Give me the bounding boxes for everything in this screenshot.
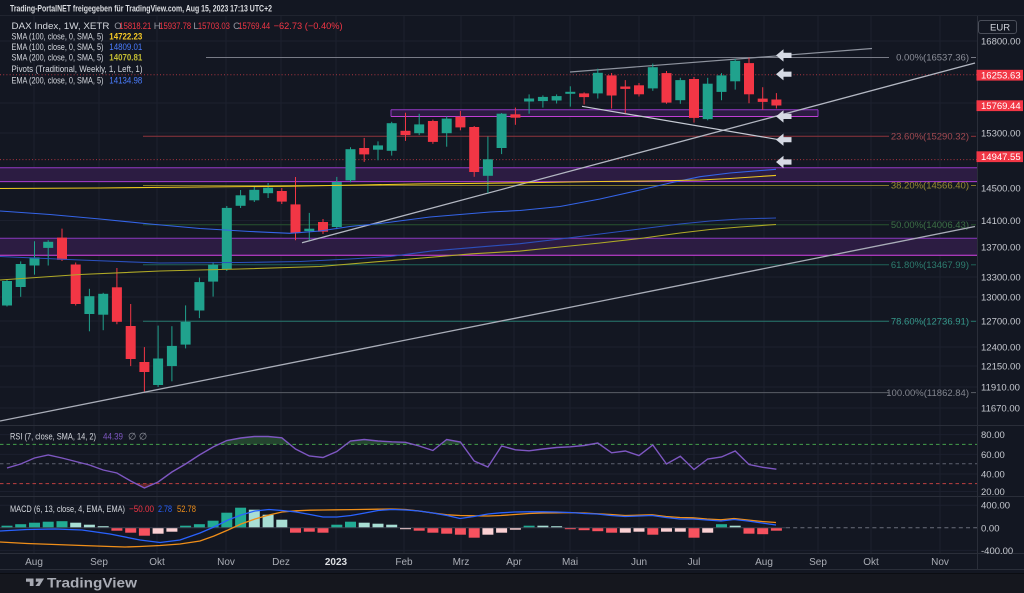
svg-text:Jun: Jun: [631, 557, 647, 568]
svg-text:50.00%(14006.43): 50.00%(14006.43): [891, 220, 969, 231]
svg-text:EMA (100, close, 0, SMA, 5)148: EMA (100, close, 0, SMA, 5) 14809.01: [12, 42, 143, 53]
svg-text:Trading-PortalNET freigegeben: Trading-PortalNET freigegeben für Tradin…: [10, 4, 272, 14]
svg-text:16800.00: 16800.00: [981, 37, 1021, 48]
svg-text:12400.00: 12400.00: [981, 343, 1021, 354]
svg-text:Aug: Aug: [755, 557, 773, 568]
svg-text:100.00%(11862.84): 100.00%(11862.84): [886, 388, 969, 399]
svg-text:13000.00: 13000.00: [981, 293, 1021, 304]
svg-text:0.00%(16537.36): 0.00%(16537.36): [896, 53, 969, 64]
svg-text:Nov: Nov: [931, 557, 949, 568]
svg-text:MACD (6, 13, close, 4, EMA, EM: MACD (6, 13, close, 4, EMA, EMA) −50.00 2.…: [10, 504, 196, 515]
svg-text:80.00: 80.00: [981, 430, 1005, 441]
svg-text:SMA (200, close, 0, SMA, 5)140: SMA (200, close, 0, SMA, 5) 14070.81: [12, 53, 143, 64]
svg-text:16253.63: 16253.63: [981, 71, 1021, 82]
svg-text:TradingView: TradingView: [47, 576, 138, 591]
svg-text:61.80%(13467.99): 61.80%(13467.99): [891, 260, 969, 271]
svg-text:Sep: Sep: [90, 557, 108, 568]
svg-text:14947.55: 14947.55: [981, 152, 1021, 163]
svg-text:RSI (7, close, SMA, 14, 2)44.3: RSI (7, close, SMA, 14, 2) 44.39 ∅ ∅: [10, 432, 147, 443]
svg-text:Dez: Dez: [272, 557, 290, 568]
svg-text:2023: 2023: [325, 557, 348, 568]
svg-text:Okt: Okt: [863, 557, 879, 568]
svg-text:78.60%(12736.91): 78.60%(12736.91): [891, 317, 969, 328]
svg-text:EMA (200, close, 0, SMA, 5)141: EMA (200, close, 0, SMA, 5) 14134.98: [12, 76, 143, 87]
svg-text:13300.00: 13300.00: [981, 273, 1021, 284]
svg-text:400.00: 400.00: [981, 501, 1010, 512]
svg-text:Nov: Nov: [217, 557, 235, 568]
svg-text:15769.44: 15769.44: [981, 101, 1021, 112]
svg-text:Pivots (Traditional, Weekly, 1: Pivots (Traditional, Weekly, 1, Left, 1): [12, 64, 143, 75]
svg-text:14100.00: 14100.00: [981, 216, 1021, 227]
svg-text:Aug: Aug: [25, 557, 43, 568]
svg-text:60.00: 60.00: [981, 450, 1005, 461]
svg-text:12700.00: 12700.00: [981, 317, 1021, 328]
svg-text:13700.00: 13700.00: [981, 243, 1021, 254]
svg-text:Okt: Okt: [149, 557, 165, 568]
svg-text:11910.00: 11910.00: [981, 383, 1020, 394]
svg-text:Jul: Jul: [688, 557, 701, 568]
svg-text:11670.00: 11670.00: [981, 404, 1020, 415]
svg-text:Apr: Apr: [506, 557, 522, 568]
svg-text:38.20%(14566.40): 38.20%(14566.40): [891, 181, 969, 192]
svg-text:Sep: Sep: [809, 557, 827, 568]
svg-text:23.60%(15290.32): 23.60%(15290.32): [891, 132, 969, 143]
svg-text:-400.00: -400.00: [981, 546, 1013, 557]
svg-text:Mai: Mai: [562, 557, 578, 568]
svg-text:40.00: 40.00: [981, 470, 1005, 481]
svg-text:14500.00: 14500.00: [981, 184, 1021, 195]
svg-text:15300.00: 15300.00: [981, 129, 1021, 140]
svg-text:0.00: 0.00: [981, 523, 1000, 534]
svg-text:Mrz: Mrz: [453, 557, 470, 568]
svg-text:12150.00: 12150.00: [981, 362, 1021, 373]
svg-text:SMA (100, close, 0, SMA, 5)147: SMA (100, close, 0, SMA, 5) 14722.23: [12, 32, 143, 43]
svg-text:Feb: Feb: [395, 557, 413, 568]
svg-text:EUR: EUR: [990, 23, 1010, 34]
svg-text:20.00: 20.00: [981, 487, 1005, 498]
